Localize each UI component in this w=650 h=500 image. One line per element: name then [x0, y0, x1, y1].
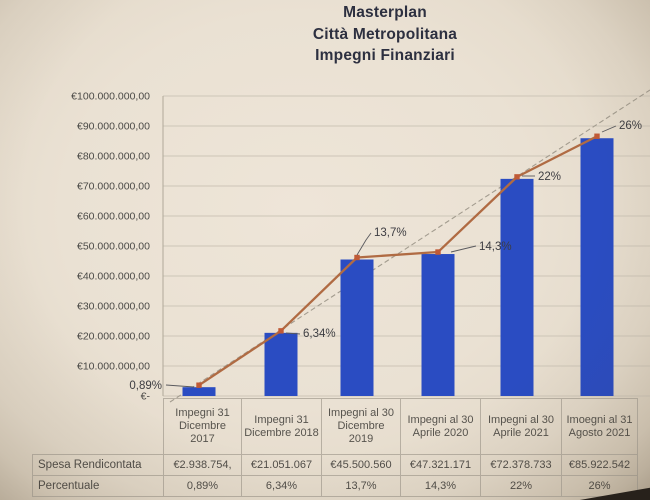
column-header: Impegni al 30 Aprile 2021 — [480, 398, 562, 455]
column-header: Impegni al 30 Aprile 2020 — [400, 398, 481, 455]
line-marker — [435, 249, 441, 255]
y-axis-tick-label: €20.000.000,00 — [77, 331, 150, 343]
annotation-leader-line — [450, 245, 477, 253]
table-cell: €85.922.542 — [561, 454, 638, 476]
bar — [500, 178, 534, 396]
chart-title-line-3: Impegni Finanziari — [315, 47, 455, 64]
table-cell: 14,3% — [400, 475, 481, 497]
chart-data-table: Impegni 31 Dicembre 2017 Impegni 31 Dicem… — [32, 398, 638, 497]
column-header: Imoegni al 31 Agosto 2021 — [561, 398, 638, 455]
bar — [182, 387, 216, 396]
bar — [340, 259, 374, 396]
y-axis-tick-label: €10.000.000,00 — [77, 361, 150, 373]
annotation-leader-line — [165, 384, 195, 388]
table-row: Percentuale 0,89% 6,34% 13,7% 14,3% 22% 26% — [32, 475, 638, 497]
line-marker — [594, 133, 600, 139]
percent-annotation: 14,3% — [479, 241, 512, 253]
table-cell: 13,7% — [321, 475, 401, 497]
column-header: Impegni 31 Dicembre 2017 — [163, 398, 242, 455]
table-cell: €47.321.171 — [400, 454, 481, 476]
table-cell: €72.378.733 — [480, 454, 562, 476]
y-axis-tick-label: €90.000.000,00 — [77, 121, 150, 133]
line-marker — [196, 382, 202, 388]
line-marker — [514, 174, 520, 180]
bar — [421, 254, 455, 396]
bar — [264, 332, 298, 396]
annotation-leader-line — [356, 232, 372, 256]
table-header-blank-cell — [33, 399, 164, 455]
percent-annotation: 26% — [619, 120, 642, 132]
percent-annotation: 6,34% — [303, 328, 336, 340]
table-cell: €2.938.754, — [163, 454, 242, 476]
table-cell: 26% — [561, 475, 638, 497]
chart-title-line-1: Masterplan — [343, 4, 427, 21]
table-header-row: Impegni 31 Dicembre 2017 Impegni 31 Dicem… — [33, 398, 638, 455]
y-axis-tick-label: €40.000.000,00 — [77, 271, 150, 283]
percent-annotation: 22% — [538, 171, 561, 183]
y-axis-tick-label: €80.000.000,00 — [77, 151, 150, 163]
table-cell: €45.500.560 — [321, 454, 401, 476]
percent-annotation: 0,89% — [129, 380, 162, 392]
table-cell: 6,34% — [241, 475, 322, 497]
table-row: Spesa Rendicontata €2.938.754, €21.051.067… — [32, 454, 638, 476]
table-cell: 0,89% — [163, 475, 242, 497]
column-header: Impegni al 30 Dicembre 2019 — [321, 398, 401, 455]
y-axis-tick-label: €30.000.000,00 — [77, 301, 150, 313]
percent-line — [198, 135, 598, 387]
y-axis-tick-label: €70.000.000,00 — [77, 181, 150, 193]
y-axis-tick-label: €100.000.000,00 — [71, 91, 150, 103]
annotation-leader-line — [285, 332, 301, 335]
column-header: Impegni 31 Dicembre 2018 — [241, 398, 322, 455]
y-axis-tick-label: €- — [141, 391, 151, 403]
y-axis-tick-label: €50.000.000,00 — [77, 241, 150, 253]
chart-title: Masterplan Città Metropolitana Impegni F… — [130, 2, 640, 67]
table-cell: €21.051.067 — [241, 454, 322, 476]
y-axis-tick-label: €60.000.000,00 — [77, 211, 150, 223]
chart-title-line-2: Città Metropolitana — [312, 25, 458, 43]
line-marker — [278, 328, 284, 334]
table-cell: 22% — [480, 475, 562, 497]
percent-annotation: 13,7% — [374, 227, 407, 239]
row-label: Percentuale — [32, 475, 164, 497]
row-label: Spesa Rendicontata — [32, 454, 164, 476]
line-marker — [354, 254, 360, 261]
annotation-leader-line — [601, 125, 617, 133]
bar — [580, 138, 614, 397]
